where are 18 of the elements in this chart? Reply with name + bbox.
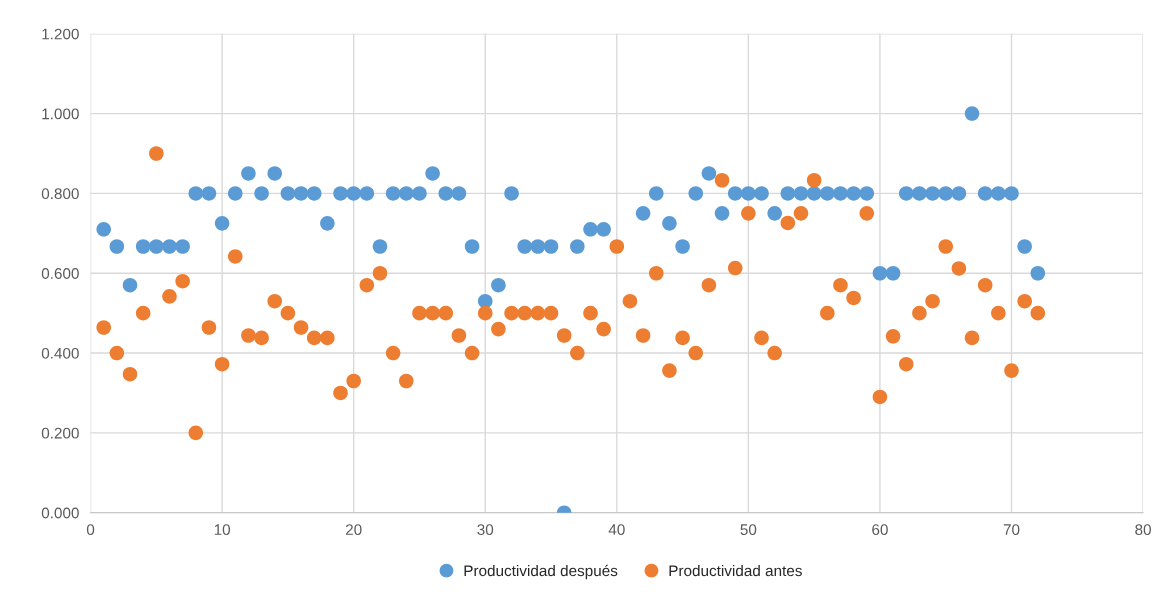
legend-label: Productividad antes [669,564,802,577]
y-tick-label: 0.400 [41,347,79,359]
y-tick-label: 0.000 [41,507,79,519]
legend-label: Productividad después [464,564,618,580]
x-tick-label: 70 [1003,524,1020,536]
y-tick-label: 1.000 [42,108,79,120]
y-tick-label: 0.200 [41,427,79,439]
x-tick-label: 60 [872,524,888,536]
y-tick-label: 1.200 [42,28,79,40]
x-tick-label: 30 [477,524,494,536]
x-tick-label: 40 [608,524,625,536]
y-tick-label: 0.800 [41,188,79,200]
x-tick-label: 0 [86,524,95,536]
y-tick-label: 0.600 [41,268,79,279]
x-tick-label: 80 [1135,524,1151,536]
x-tick-label: 50 [740,524,757,536]
x-tick-label: 20 [345,524,362,536]
x-tick-label: 10 [214,524,231,536]
